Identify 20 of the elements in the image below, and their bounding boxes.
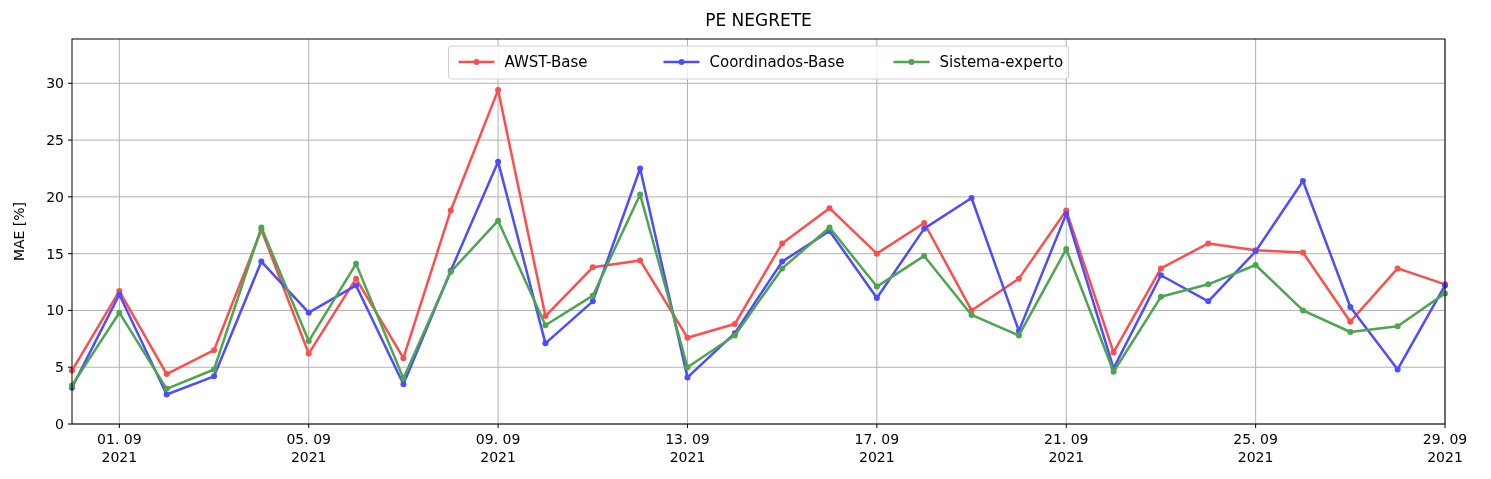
legend-label: AWST-Base (504, 53, 588, 72)
x-tick-label: 13. 09 2021 (665, 431, 710, 465)
y-tick-label: 10 (46, 302, 64, 319)
x-tick-label: 09. 09 2021 (475, 431, 521, 465)
x-tick-label: 05. 09 2021 (286, 431, 331, 465)
y-tick-label: 0 (55, 415, 64, 432)
x-tick-label: 17. 09 2021 (854, 431, 900, 465)
chart-title: PE NEGRETE (705, 10, 812, 30)
y-tick-label: 15 (46, 245, 64, 262)
legend-label: Coordinados-Base (709, 53, 845, 72)
x-tick-label: 21. 09 2021 (1043, 431, 1089, 465)
x-tick-label: 25. 09 2021 (1233, 431, 1278, 465)
y-tick-label: 5 (55, 359, 64, 376)
y-axis-title: MAE [%] (11, 201, 27, 262)
x-tick-label: 29. 09 2021 (1422, 431, 1468, 465)
legend-label: Sistema-experto (939, 53, 1064, 72)
y-tick-label: 20 (46, 188, 64, 205)
x-tick-label: 01. 09 2021 (97, 431, 142, 465)
y-tick-label: 30 (46, 75, 64, 92)
y-tick-label: 25 (46, 131, 64, 148)
